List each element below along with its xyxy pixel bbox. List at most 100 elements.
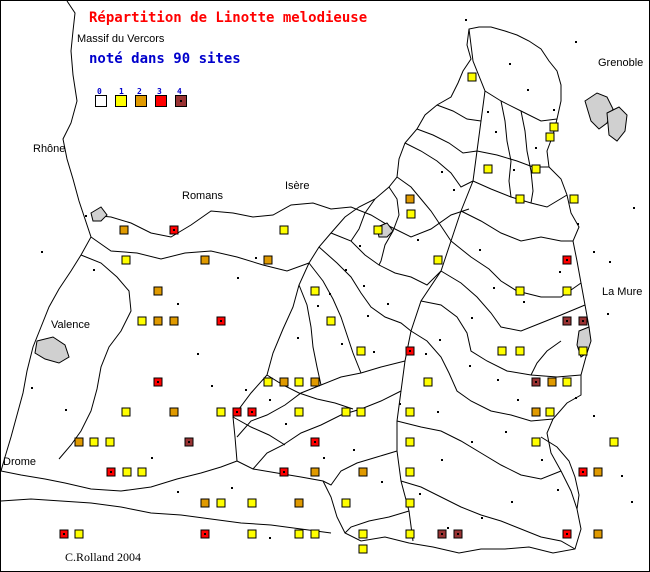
site-marker-class-1 [358, 544, 368, 554]
site-marker-class-1 [433, 255, 443, 265]
site-marker-center [409, 350, 411, 352]
site-marker-center [441, 533, 443, 535]
village-dot [575, 397, 577, 399]
isere-river [90, 202, 470, 238]
village-dot [211, 385, 213, 387]
place-label-valence: Valence [51, 319, 90, 331]
site-marker-center [457, 533, 459, 535]
drome-river [1, 498, 332, 534]
site-marker-class-2 [279, 377, 289, 387]
village-dot [621, 475, 623, 477]
site-marker-center [314, 441, 316, 443]
village-dot [557, 489, 559, 491]
site-marker-class-1 [406, 209, 416, 219]
village-dot [439, 339, 441, 341]
site-marker-class-1 [279, 225, 289, 235]
site-marker-class-1 [569, 194, 579, 204]
village-dot [517, 399, 519, 401]
site-marker-center [582, 471, 584, 473]
village-dot [631, 501, 633, 503]
site-marker-class-1 [341, 498, 351, 508]
site-marker-center [63, 533, 65, 535]
village-dot [323, 457, 325, 459]
village-dot [387, 303, 389, 305]
map-title: Répartition de Linotte melodieuse [89, 10, 368, 26]
site-marker-class-1 [294, 529, 304, 539]
site-marker-class-1 [405, 407, 415, 417]
village-dot [471, 441, 473, 443]
site-marker-center [220, 320, 222, 322]
village-dot [177, 491, 179, 493]
site-marker-class-1 [483, 164, 493, 174]
village-dot [481, 517, 483, 519]
site-marker-class-1 [515, 286, 525, 296]
village-dot [607, 313, 609, 315]
site-marker-class-1 [531, 437, 541, 447]
site-marker-class-2 [200, 498, 210, 508]
village-dot [609, 261, 611, 263]
site-marker-center [582, 320, 584, 322]
site-marker-class-1 [515, 194, 525, 204]
village-dot [469, 365, 471, 367]
village-dot [497, 379, 499, 381]
legend-swatch-2 [135, 95, 147, 107]
village-dot [419, 493, 421, 495]
village-dot [593, 251, 595, 253]
site-marker-class-1 [137, 316, 147, 326]
site-marker-class-2 [153, 286, 163, 296]
site-marker-class-1 [326, 316, 336, 326]
village-dot [41, 251, 43, 253]
village-dot [593, 415, 595, 417]
village-dot [31, 387, 33, 389]
site-marker-class-1 [373, 225, 383, 235]
site-marker-class-1 [294, 407, 304, 417]
legend-swatch-0 [95, 95, 107, 107]
rhone-river [58, 254, 132, 460]
site-marker-class-1 [358, 529, 368, 539]
village-dot [255, 257, 257, 259]
site-marker-center [535, 381, 537, 383]
commune-boundaries [232, 28, 586, 550]
site-marker-class-2 [547, 377, 557, 387]
village-dot [363, 285, 365, 287]
site-marker-class-1 [263, 377, 273, 387]
site-marker-center [173, 229, 175, 231]
village-dot [511, 501, 513, 503]
village-dots [31, 19, 635, 539]
village-dot [441, 459, 443, 461]
site-marker-class-2 [310, 377, 320, 387]
site-marker-class-2 [531, 407, 541, 417]
site-marker-class-2 [593, 467, 603, 477]
site-marker-center [236, 411, 238, 413]
legend-label-1: 1 [119, 87, 124, 96]
village-dot [177, 303, 179, 305]
village-dot [479, 249, 481, 251]
site-marker-class-2 [169, 407, 179, 417]
village-dot [633, 207, 635, 209]
legend-label-2: 2 [137, 87, 142, 96]
site-marker-class-1 [562, 286, 572, 296]
site-marker-center [283, 471, 285, 473]
road-line [90, 236, 310, 272]
village-dot [495, 131, 497, 133]
site-marker-class-1 [531, 164, 541, 174]
legend-label-4: 4 [177, 87, 182, 96]
site-marker-class-1 [310, 286, 320, 296]
village-dot [65, 409, 67, 411]
site-marker-center [157, 381, 159, 383]
place-label-isere: Isère [285, 180, 310, 192]
place-label-la-mure: La Mure [602, 286, 643, 298]
site-marker-class-1 [405, 437, 415, 447]
village-dot [269, 537, 271, 539]
site-marker-class-1 [74, 529, 84, 539]
site-marker-class-1 [247, 498, 257, 508]
site-marker-class-2 [74, 437, 84, 447]
site-marker-class-1 [562, 377, 572, 387]
place-label-grenoble: Grenoble [598, 57, 644, 69]
site-marker-class-2 [593, 529, 603, 539]
site-marker-class-2 [310, 467, 320, 477]
site-marker-center [251, 411, 253, 413]
place-label-romans: Romans [182, 190, 223, 202]
site-marker-class-1 [356, 346, 366, 356]
site-marker-class-1 [549, 122, 559, 132]
